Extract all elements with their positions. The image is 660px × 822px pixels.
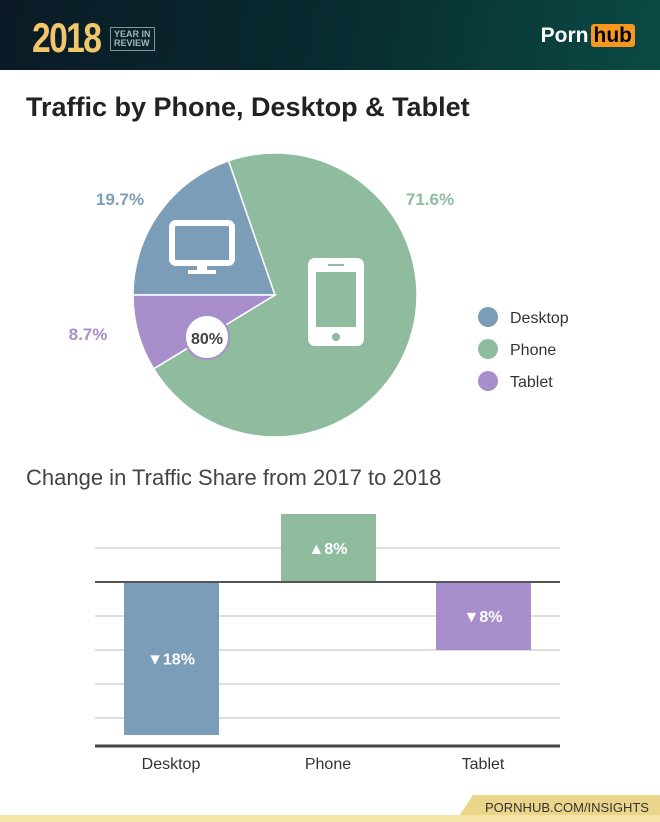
- pie-label-desktop: 19.7%: [96, 190, 144, 209]
- legend-label-tablet: Tablet: [510, 374, 553, 391]
- pie-title: Traffic by Phone, Desktop & Tablet: [26, 92, 470, 122]
- footer-link[interactable]: PORNHUB.COM/INSIGHTS: [485, 800, 649, 815]
- bar-phone: [281, 514, 376, 582]
- legend-swatch-tablet: [478, 371, 498, 391]
- pie-label-phone: 71.6%: [406, 190, 454, 209]
- badge-line2: REVIEW: [114, 38, 150, 48]
- bar-tablet: [436, 582, 531, 650]
- annotation-text: 80%: [191, 331, 223, 348]
- bar-value-label: ▲8%: [309, 541, 348, 558]
- year-logo: 2018: [32, 14, 102, 61]
- annotation-badge: [184, 314, 230, 360]
- bar-title: Change in Traffic Share from 2017 to 201…: [26, 465, 442, 490]
- bar-desktop: [124, 582, 219, 735]
- desktop-monitor-icon: [169, 220, 235, 274]
- phone-icon: [308, 258, 364, 346]
- year-in-review-badge: YEAR IN REVIEW: [110, 27, 155, 51]
- legend-swatch-phone: [478, 339, 498, 359]
- bar-value-label: ▼8%: [464, 609, 503, 626]
- logo-right: hub: [590, 24, 635, 47]
- legend-label-desktop: Desktop: [510, 310, 569, 327]
- x-tick-label: Phone: [305, 756, 351, 773]
- legend-swatch-desktop: [478, 307, 498, 327]
- footer-strip: [0, 815, 660, 822]
- pie-label-tablet: 8.7%: [69, 325, 108, 344]
- legend-label-phone: Phone: [510, 342, 556, 359]
- header-banner: 2018 YEAR IN REVIEW Porn hub: [0, 0, 660, 70]
- bar-value-label: ▼18%: [147, 652, 195, 669]
- logo-left: Porn: [540, 24, 589, 47]
- pie-slice-phone: [152, 152, 418, 438]
- x-tick-label: Tablet: [462, 756, 505, 773]
- x-tick-label: Desktop: [142, 756, 201, 773]
- brand-logo: Porn hub: [541, 24, 635, 48]
- badge-line1: YEAR IN: [114, 29, 151, 39]
